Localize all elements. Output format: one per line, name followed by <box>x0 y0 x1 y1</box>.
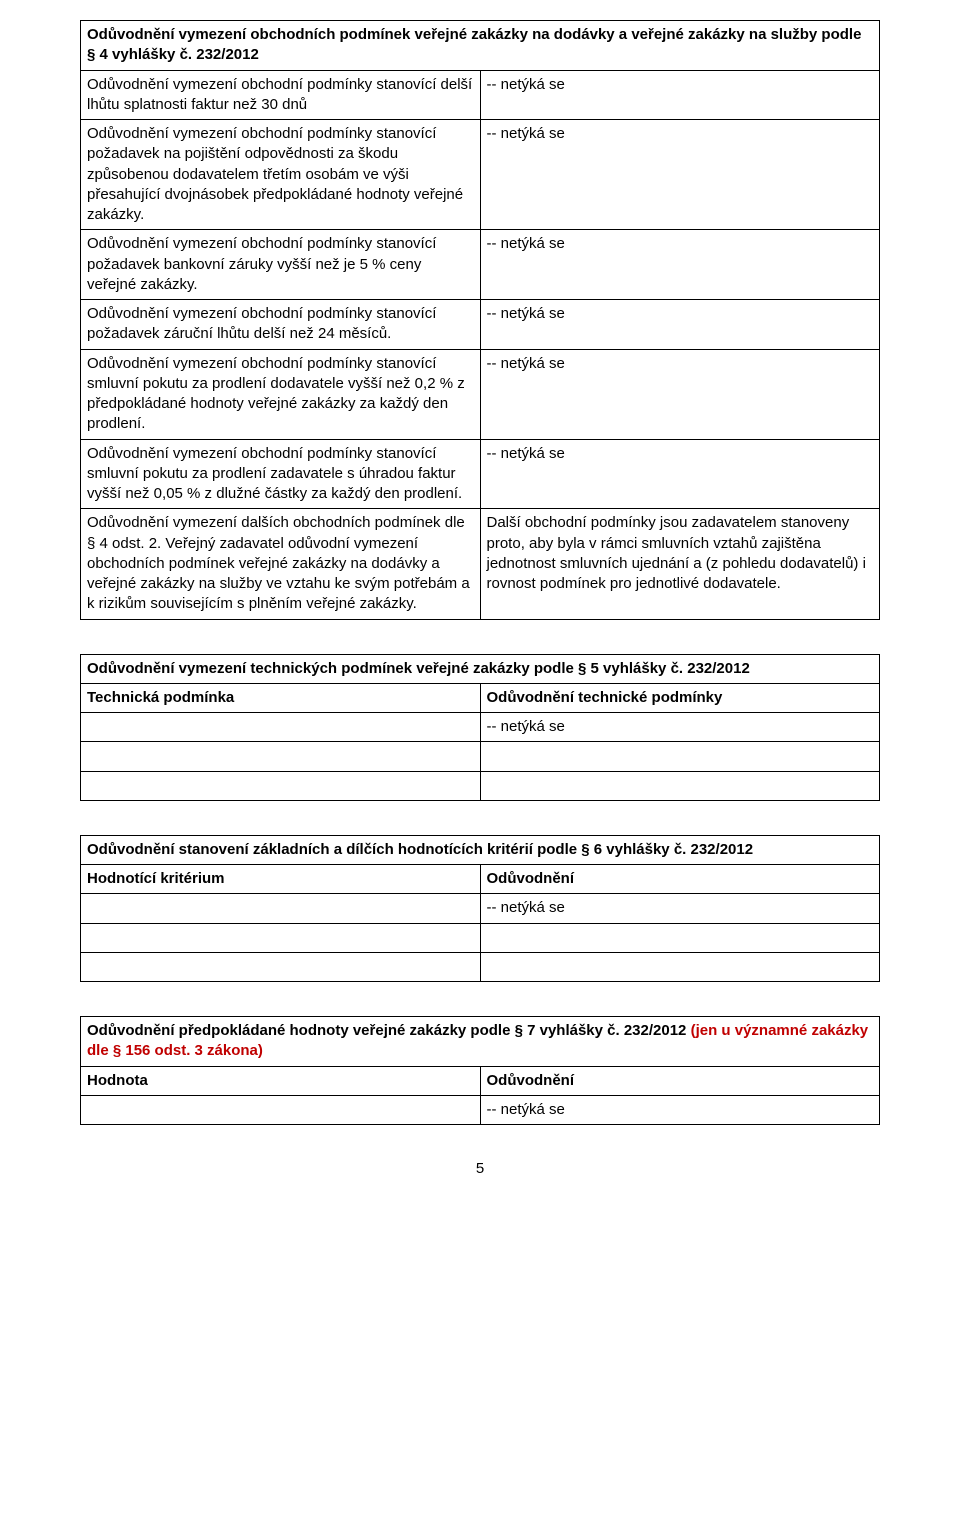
t1-r1-left: Odůvodnění vymezení obchodní podmínky st… <box>81 120 481 230</box>
t4-title-black: Odůvodnění předpokládané hodnoty veřejné… <box>87 1022 691 1039</box>
t1-r4-left: Odůvodnění vymezení obchodní podmínky st… <box>81 349 481 439</box>
t2-r1-right <box>480 742 880 771</box>
t2-r1-left <box>81 742 481 771</box>
t3-r2-left <box>81 952 481 981</box>
table-business-conditions: Odůvodnění vymezení obchodních podmínek … <box>80 20 880 620</box>
table-technical-conditions: Odůvodnění vymezení technických podmínek… <box>80 654 880 801</box>
table-evaluation-criteria: Odůvodnění stanovení základních a dílčíc… <box>80 835 880 982</box>
t4-title: Odůvodnění předpokládané hodnoty veřejné… <box>81 1017 880 1067</box>
t1-r5-right: -- netýká se <box>480 439 880 509</box>
t3-title: Odůvodnění stanovení základních a dílčíc… <box>81 835 880 864</box>
t4-r0-left <box>81 1095 481 1124</box>
t1-r0-right: -- netýká se <box>480 70 880 120</box>
t3-r1-right <box>480 923 880 952</box>
t2-title: Odůvodnění vymezení technických podmínek… <box>81 654 880 683</box>
t4-header-right: Odůvodnění <box>480 1066 880 1095</box>
t1-r2-right: -- netýká se <box>480 230 880 300</box>
table-estimated-value: Odůvodnění předpokládané hodnoty veřejné… <box>80 1016 880 1125</box>
t1-r3-right: -- netýká se <box>480 300 880 350</box>
t1-r3-left: Odůvodnění vymezení obchodní podmínky st… <box>81 300 481 350</box>
t3-r2-right <box>480 952 880 981</box>
t3-r1-left <box>81 923 481 952</box>
t2-header-left: Technická podmínka <box>81 683 481 712</box>
t2-header-right: Odůvodnění technické podmínky <box>480 683 880 712</box>
t3-header-right: Odůvodnění <box>480 865 880 894</box>
t1-r5-left: Odůvodnění vymezení obchodní podmínky st… <box>81 439 481 509</box>
t1-r0-left: Odůvodnění vymezení obchodní podmínky st… <box>81 70 481 120</box>
t1-r6-right: Další obchodní podmínky jsou zadavatelem… <box>480 509 880 619</box>
t1-r2-left: Odůvodnění vymezení obchodní podmínky st… <box>81 230 481 300</box>
t2-r0-left <box>81 713 481 742</box>
t2-r2-right <box>480 771 880 800</box>
t1-r6-left: Odůvodnění vymezení dalších obchodních p… <box>81 509 481 619</box>
t2-r0-right: -- netýká se <box>480 713 880 742</box>
t3-r0-right: -- netýká se <box>480 894 880 923</box>
t4-header-left: Hodnota <box>81 1066 481 1095</box>
t3-header-left: Hodnotící kritérium <box>81 865 481 894</box>
t2-r2-left <box>81 771 481 800</box>
t1-r1-right: -- netýká se <box>480 120 880 230</box>
t1-r4-right: -- netýká se <box>480 349 880 439</box>
t3-r0-left <box>81 894 481 923</box>
t4-r0-right: -- netýká se <box>480 1095 880 1124</box>
t1-title: Odůvodnění vymezení obchodních podmínek … <box>81 21 880 71</box>
page-number: 5 <box>80 1159 880 1179</box>
